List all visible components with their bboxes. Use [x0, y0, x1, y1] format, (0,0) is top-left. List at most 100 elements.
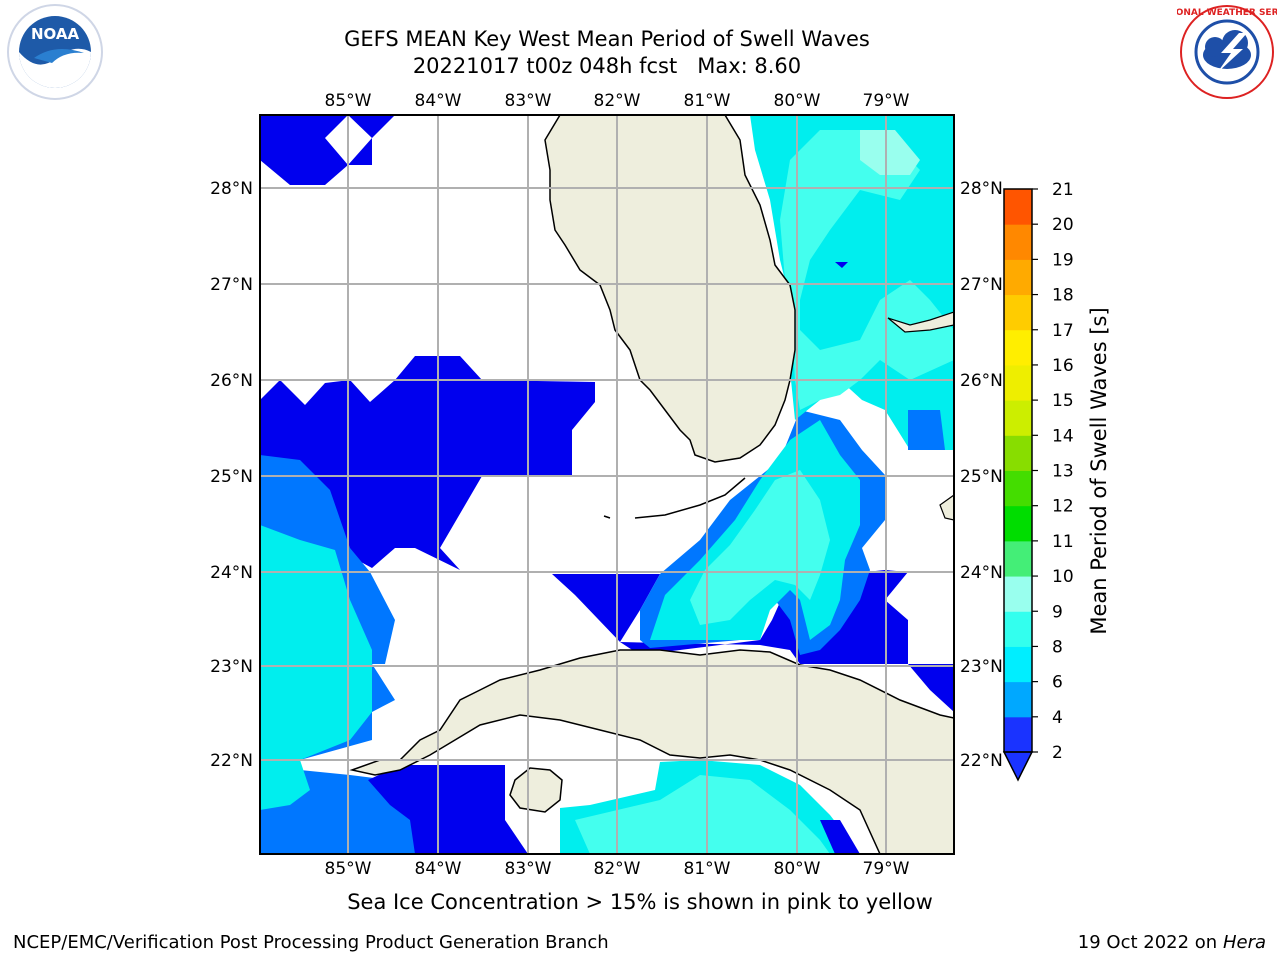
lon-label: 84°W [415, 91, 462, 111]
lat-label: 27°N [210, 275, 253, 295]
colorbar-swatch [1004, 294, 1032, 331]
swell-band-4-6 [908, 410, 945, 450]
swell-band-2-4 [820, 820, 860, 854]
lat-label: 25°N [960, 467, 1003, 487]
colorbar-tick-label: 12 [1052, 497, 1074, 517]
lon-label: 85°W [325, 91, 372, 111]
colorbar-swatch [1004, 224, 1032, 260]
colorbar: 2 4 6 8 9 10 11 12 13 14 15 16 17 18 19 20 21 Mean Perio… [1002, 180, 1111, 782]
land-isla-juventud [509, 767, 563, 813]
swell-band-8-9 [860, 130, 920, 175]
swell-band-8-9 [690, 470, 830, 625]
lat-label: 28°N [210, 179, 253, 199]
land-florida-keys [634, 477, 746, 519]
lat-label: 24°N [210, 563, 253, 583]
swell-band-2-4 [260, 356, 595, 570]
land-cuba [349, 649, 954, 854]
map-gridlines [260, 115, 954, 854]
colorbar-swatch [1004, 716, 1032, 753]
colorbar-swatch [1004, 259, 1032, 296]
lat-label: 28°N [960, 179, 1003, 199]
lon-label: 83°W [505, 859, 552, 879]
footer-host: Hera [1222, 932, 1266, 953]
swell-band-8-9 [575, 775, 830, 854]
lat-label: 26°N [210, 371, 253, 391]
lon-label: 84°W [415, 859, 462, 879]
colorbar-swatch [1004, 329, 1032, 366]
caption-text: Sea Ice Concentration > 15% is shown in … [347, 890, 933, 914]
colorbar-swatch [1004, 470, 1032, 507]
colorbar-tick-label: 17 [1052, 321, 1074, 341]
colorbar-swatch [1004, 435, 1032, 471]
lon-label: 80°W [774, 859, 821, 879]
land-bahamas [939, 494, 954, 521]
colorbar-tick-label: 13 [1052, 462, 1074, 482]
colorbar-swatch [1004, 189, 1032, 225]
colorbar-swatch [1004, 364, 1032, 401]
colorbar-tick-label: 6 [1052, 673, 1063, 693]
lat-labels-left: 28°N 27°N 26°N 25°N 24°N 23°N 22°N [210, 179, 253, 771]
noaa-logo-icon: NOAA [7, 4, 103, 100]
colorbar-tick-label: 10 [1052, 567, 1074, 587]
chart-title-line1: GEFS MEAN Key West Mean Period of Swell … [344, 27, 870, 51]
colorbar-ticks: 2 4 6 8 9 10 11 12 13 14 15 16 17 18 19 20 21 [1032, 180, 1074, 763]
footer-branch: NCEP/EMC/Verification Post Processing Pr… [13, 932, 609, 953]
lat-label: 24°N [960, 563, 1003, 583]
nws-logo-icon: NATIONAL WEATHER SERVICE [1177, 5, 1277, 99]
colorbar-tick-label: 19 [1052, 250, 1074, 270]
colorbar-tick-label: 11 [1052, 532, 1074, 552]
colorbar-swatch [1004, 505, 1032, 542]
lat-label: 25°N [210, 467, 253, 487]
colorbar-tick-label: 14 [1052, 426, 1074, 446]
lon-label: 81°W [684, 91, 731, 111]
land-bahamas [887, 311, 954, 333]
sea-ice-caption: Sea Ice Concentration > 15% is shown in … [0, 890, 1280, 914]
chart-title-line2: 20221017 t00z 048h fcst Max: 8.60 [412, 54, 802, 78]
colorbar-tick-label: 8 [1052, 637, 1063, 657]
colorbar-tick-label: 2 [1052, 743, 1063, 763]
lon-label: 80°W [774, 91, 821, 111]
lon-labels-bottom: 85°W 84°W 83°W 82°W 81°W 80°W 79°W [325, 859, 910, 879]
swell-band-6-8 [260, 525, 372, 760]
lon-label: 79°W [863, 91, 910, 111]
nws-logo-text: NATIONAL WEATHER SERVICE [1177, 8, 1277, 18]
colorbar-swatch [1004, 576, 1032, 612]
lat-label: 23°N [210, 657, 253, 677]
colorbar-tick-label: 15 [1052, 391, 1074, 411]
lon-label: 82°W [594, 859, 641, 879]
colorbar-extend-arrow [1002, 751, 1034, 782]
noaa-logo-text: NOAA [31, 25, 80, 43]
colorbar-swatch [1004, 611, 1032, 647]
colorbar-label: Mean Period of Swell Waves [s] [1087, 307, 1111, 634]
lat-label: 26°N [960, 371, 1003, 391]
map-frame [259, 114, 955, 855]
colorbar-swatch [1004, 681, 1032, 718]
swell-band-6-8 [260, 760, 310, 810]
lon-label: 82°W [594, 91, 641, 111]
colorbar-tick-label: 4 [1052, 708, 1063, 728]
lat-label: 27°N [960, 275, 1003, 295]
lat-label: 22°N [210, 751, 253, 771]
lon-label: 85°W [325, 859, 372, 879]
land-key-west [603, 515, 611, 519]
colorbar-tick-label: 18 [1052, 286, 1074, 306]
swell-band-8-9 [780, 130, 954, 410]
lat-label: 22°N [960, 751, 1003, 771]
lat-labels-right: 28°N 27°N 26°N 25°N 24°N 23°N 22°N [960, 179, 1003, 771]
colorbar-tick-label: 16 [1052, 356, 1074, 376]
colorbar-swatch [1004, 400, 1032, 436]
lon-label: 79°W [863, 859, 910, 879]
swell-band-2-4 [835, 262, 848, 268]
colorbar-swatch [1004, 540, 1032, 577]
colorbar-tick-label: 9 [1052, 602, 1063, 622]
lat-label: 23°N [960, 657, 1003, 677]
map-area [260, 115, 954, 854]
swell-band-2-4 [260, 115, 395, 185]
colorbar-swatches [1004, 189, 1032, 753]
footer-date: 19 Oct 2022 on Hera [1078, 932, 1266, 953]
colorbar-swatch [1004, 646, 1032, 683]
land-florida [544, 115, 796, 463]
lon-labels-top: 85°W 84°W 83°W 82°W 81°W 80°W 79°W [325, 91, 910, 111]
colorbar-tick-label: 20 [1052, 215, 1074, 235]
